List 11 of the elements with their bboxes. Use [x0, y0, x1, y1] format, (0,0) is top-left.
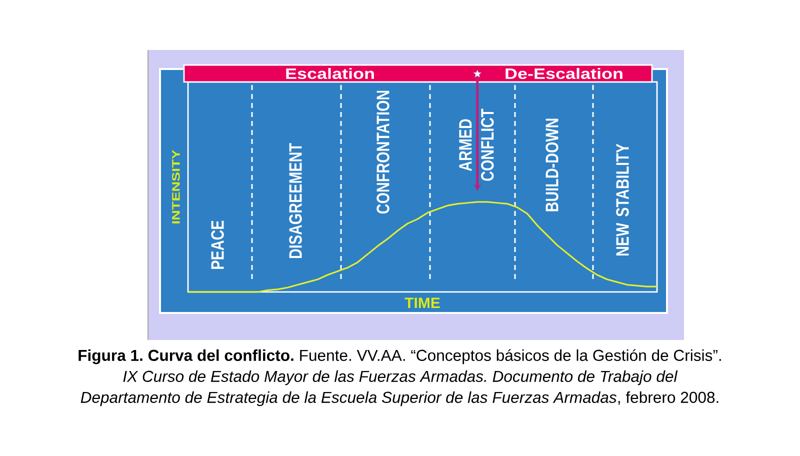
text: De-Escalation — [506, 68, 622, 79]
annotation: CONFRONTATION — [376, 90, 390, 214]
annotation: BUILD-DOWN — [546, 118, 558, 212]
text: ARMED CONFLICT — [459, 108, 494, 181]
annotation: NEW STABILITY — [616, 144, 629, 256]
annotation: PEACE — [211, 220, 224, 269]
annotation: DISAGREEMENT — [289, 143, 302, 258]
text: Figura 1. Curva del conflicto. Fuente. VV.AA. “Conceptos básicos de la Gestión de Crisis”. IX Curso de Estado Mayor de las Fuerzas Armadas. Documento de Trabajo del Departamento de Estrategia de la Escuela Superior de las Fuerzas Armadas, febrero 2008. — [78, 349, 721, 406]
text: Escalation — [286, 68, 374, 79]
y-axis-title: INTENSITY — [172, 150, 180, 224]
x-axis-title: TIME — [404, 298, 440, 308]
